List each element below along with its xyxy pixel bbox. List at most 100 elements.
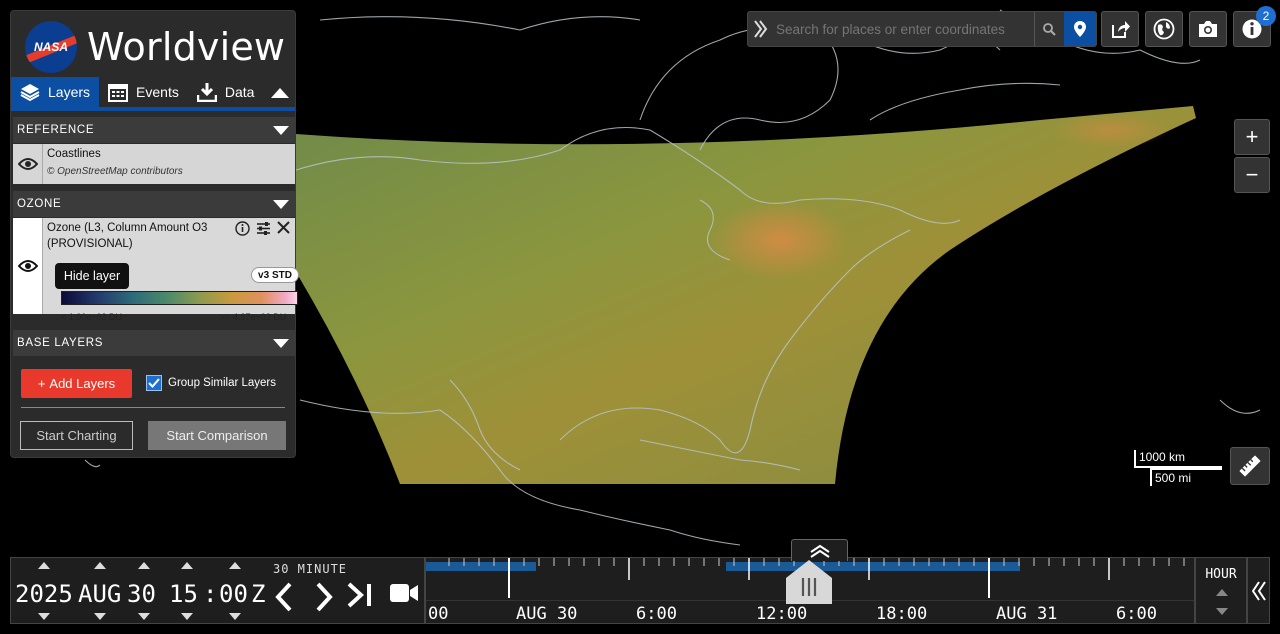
- tab-layers-label: Layers: [48, 84, 91, 100]
- map-pin-icon: [1074, 21, 1086, 37]
- tab-layers[interactable]: Layers: [11, 77, 100, 107]
- video-camera-icon: [390, 584, 418, 602]
- nasa-logo[interactable]: NASA: [25, 21, 77, 73]
- add-layers-label: Add Layers: [49, 376, 116, 391]
- group-title: BASE LAYERS: [17, 337, 104, 349]
- chevron-down-icon[interactable]: [273, 199, 289, 209]
- sidebar-tabs: Layers Events Data: [11, 77, 295, 111]
- year-field[interactable]: 2025: [15, 580, 73, 608]
- projection-button[interactable]: [1145, 11, 1183, 47]
- hide-timeline-button[interactable]: [1247, 557, 1270, 624]
- tab-data-label: Data: [224, 84, 255, 100]
- month-down-arrow[interactable]: [94, 613, 106, 620]
- camera-icon: [1199, 21, 1217, 37]
- minute-up-arrow[interactable]: [229, 562, 241, 569]
- layer-credit: © OpenStreetMap contributors: [47, 166, 183, 177]
- timeline-dragger[interactable]: [786, 560, 832, 604]
- hour-up-arrow[interactable]: [181, 562, 193, 569]
- calendar-icon: [108, 82, 129, 102]
- double-chevron-left-icon: [1251, 580, 1266, 601]
- group-similar-label: Group Similar Layers: [168, 377, 277, 389]
- zoom-level-down-arrow[interactable]: [1216, 608, 1228, 615]
- plus-icon: +: [37, 376, 46, 391]
- start-charting-button[interactable]: Start Charting: [20, 421, 133, 450]
- info-icon: [1242, 19, 1262, 39]
- layer-group-base[interactable]: BASE LAYERS: [13, 330, 295, 356]
- day-field[interactable]: 30: [127, 580, 156, 608]
- double-chevron-right-icon: [754, 20, 768, 38]
- zoom-level-up-arrow[interactable]: [1216, 589, 1228, 596]
- timeline-label: AUG 31: [996, 604, 1058, 624]
- animation-button[interactable]: [389, 582, 419, 604]
- timeline[interactable]: 00 AUG 30 6:00 12:00 18:00 AUG 31 6:00: [425, 557, 1195, 624]
- timeline-label: 6:00: [636, 604, 677, 624]
- start-comparison-button[interactable]: Start Comparison: [148, 421, 286, 450]
- measure-button[interactable]: [1230, 447, 1270, 485]
- ozone-colorbar[interactable]: [61, 291, 298, 305]
- day-up-arrow[interactable]: [138, 562, 150, 569]
- date-selector: 2025 AUG 30 15 : 00 Z 30 MINUTE: [10, 557, 425, 624]
- layers-icon: [20, 82, 40, 102]
- layer-item-coastlines[interactable]: Coastlines © OpenStreetMap contributors: [13, 144, 295, 184]
- time-separator: :: [203, 580, 218, 608]
- skip-to-end-icon: [347, 582, 371, 608]
- scale-bar-mi: 500 mi: [1150, 468, 1222, 486]
- time-interval-label[interactable]: 30 MINUTE: [273, 562, 348, 576]
- month-field[interactable]: AUG: [78, 580, 122, 608]
- divider: [21, 407, 285, 408]
- group-similar-checkbox[interactable]: [146, 375, 162, 391]
- group-title: OZONE: [17, 198, 62, 210]
- group-similar-checkbox-wrap[interactable]: Group Similar Layers: [146, 375, 276, 391]
- expand-timeline-button[interactable]: [791, 539, 848, 561]
- hour-field[interactable]: 15: [169, 580, 198, 608]
- add-layers-button[interactable]: + Add Layers: [21, 369, 132, 398]
- tab-events[interactable]: Events: [99, 77, 188, 107]
- data-availability-bar: [426, 562, 536, 571]
- month-up-arrow[interactable]: [94, 562, 106, 569]
- timeline-label: 12:00: [756, 604, 808, 624]
- layer-name: Coastlines: [47, 148, 101, 160]
- day-down-arrow[interactable]: [138, 613, 150, 620]
- share-icon: [1112, 21, 1130, 38]
- expand-search-button[interactable]: [748, 20, 774, 38]
- sidebar: NASA Worldview Layers Events Data REFERE…: [10, 10, 299, 458]
- ozone-high-region: [710, 200, 850, 280]
- zoom-in-button[interactable]: +: [1234, 119, 1270, 155]
- location-pin-button[interactable]: [1064, 12, 1096, 46]
- layer-group-reference[interactable]: REFERENCE: [13, 117, 295, 143]
- snapshot-button[interactable]: [1189, 11, 1227, 47]
- timeline-zoom-level[interactable]: HOUR: [1205, 567, 1237, 582]
- zoom-out-button[interactable]: −: [1234, 157, 1270, 193]
- check-icon: [148, 378, 160, 388]
- info-icon[interactable]: [235, 221, 250, 241]
- chevron-down-icon[interactable]: [273, 338, 289, 348]
- download-icon: [196, 82, 217, 102]
- layer-settings-icon[interactable]: [256, 221, 271, 241]
- next-step-button[interactable]: [313, 582, 335, 612]
- previous-step-button[interactable]: [273, 582, 295, 612]
- group-title: REFERENCE: [17, 124, 95, 136]
- notification-badge: 2: [1256, 6, 1276, 26]
- visibility-toggle[interactable]: [13, 144, 43, 184]
- legend-min-label: < 1.00e+02 DU: [61, 312, 123, 322]
- minute-down-arrow[interactable]: [229, 613, 241, 620]
- hour-down-arrow[interactable]: [181, 613, 193, 620]
- chevron-down-icon[interactable]: [273, 125, 289, 135]
- year-up-arrow[interactable]: [38, 562, 50, 569]
- search-icon[interactable]: [1034, 12, 1064, 46]
- layer-group-ozone[interactable]: OZONE: [13, 191, 295, 217]
- info-button[interactable]: 2: [1233, 6, 1276, 47]
- hide-layer-tooltip: Hide layer: [55, 263, 129, 289]
- search-input[interactable]: [774, 21, 1034, 37]
- year-down-arrow[interactable]: [38, 613, 50, 620]
- minute-field[interactable]: 00: [219, 580, 248, 608]
- share-button[interactable]: [1101, 11, 1139, 47]
- close-icon[interactable]: [277, 221, 290, 239]
- collapse-sidebar-button[interactable]: [265, 77, 295, 107]
- visibility-toggle[interactable]: [13, 218, 43, 314]
- ozone-data-swath: [296, 106, 1196, 484]
- double-chevron-up-icon: [809, 544, 830, 558]
- tab-data[interactable]: Data: [188, 77, 264, 107]
- jump-to-latest-button[interactable]: [347, 582, 375, 608]
